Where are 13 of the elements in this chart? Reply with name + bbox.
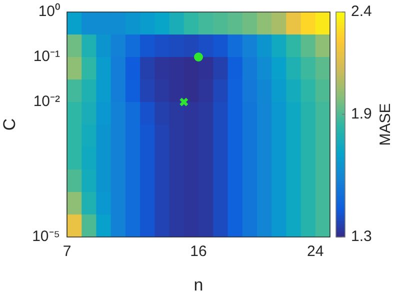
x-tick-label: 7 <box>62 243 72 260</box>
y-tick-label: 10⁰ <box>38 3 60 20</box>
y-tick-label: 10⁻⁵ <box>32 228 60 246</box>
x-axis-title: n <box>194 275 204 294</box>
y-tick-label: 10⁻¹ <box>33 48 60 66</box>
x-tick-label: 24 <box>307 243 324 260</box>
color-bar-label: 1.9 <box>351 105 372 122</box>
color-bar-title: MASE <box>377 103 394 146</box>
y-axis-title: C <box>0 118 19 131</box>
color-bar-label: 2.4 <box>351 3 372 20</box>
y-tick-label: 10⁻² <box>33 93 60 110</box>
color-bar-label: 1.3 <box>351 228 372 246</box>
x-tick-label: 16 <box>190 243 207 260</box>
